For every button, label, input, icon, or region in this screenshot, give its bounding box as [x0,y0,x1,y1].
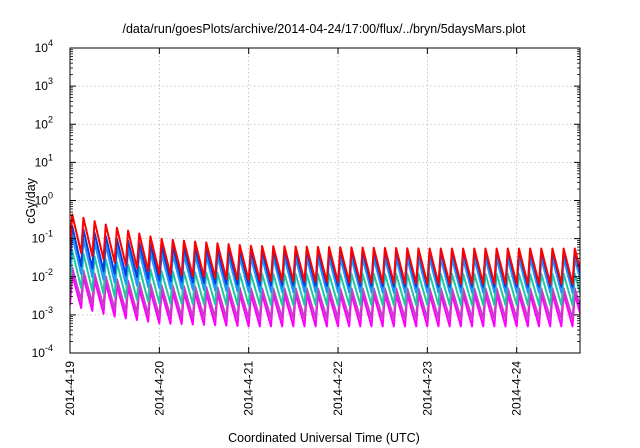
series-line [70,213,580,285]
y-tick-exponent: -2 [45,267,53,277]
y-axis-label: cGy/day [24,177,38,224]
ticks: 10-410-310-210-11001011021031042014-4-19… [32,38,580,416]
y-tick-label: 102 [35,114,53,131]
y-tick-base: 10 [35,194,49,208]
y-tick-exponent: 3 [48,76,53,86]
x-tick-label: 2014-4-20 [152,361,166,416]
x-tick-label: 2014-4-24 [510,361,524,416]
y-tick-exponent: -1 [45,229,53,239]
x-tick-label: 2014-4-21 [242,361,256,416]
y-tick-exponent: -3 [45,305,53,315]
y-tick-label: 100 [35,191,53,208]
y-tick-exponent: 2 [48,114,53,124]
y-tick-base: 10 [35,117,49,131]
x-tick-label: 2014-4-23 [420,361,434,416]
series-line [70,249,580,307]
y-tick-label: 10-3 [32,305,53,322]
x-tick-label: 2014-4-22 [331,361,345,416]
y-tick-base: 10 [35,155,49,169]
y-tick-base: 10 [32,346,46,360]
y-tick-base: 10 [32,308,46,322]
y-tick-label: 10-2 [32,267,53,284]
y-tick-base: 10 [32,270,46,284]
series-group [70,213,580,328]
y-tick-exponent: -4 [45,343,53,353]
chart-title: /data/run/goesPlots/archive/2014-04-24/1… [122,22,526,36]
y-tick-base: 10 [32,232,46,246]
y-tick-exponent: 1 [48,152,53,162]
series-line [70,266,580,320]
y-tick-exponent: 4 [48,38,53,48]
x-axis-label: Coordinated Universal Time (UTC) [228,431,420,445]
y-tick-exponent: 0 [48,191,53,201]
x-tick-label: 2014-4-19 [63,361,77,416]
y-tick-label: 103 [35,76,53,93]
y-tick-label: 101 [35,152,53,169]
y-tick-label: 10-1 [32,229,53,246]
y-tick-label: 104 [35,38,53,55]
y-tick-label: 10-4 [32,343,53,360]
y-tick-base: 10 [35,41,49,55]
y-tick-base: 10 [35,79,49,93]
